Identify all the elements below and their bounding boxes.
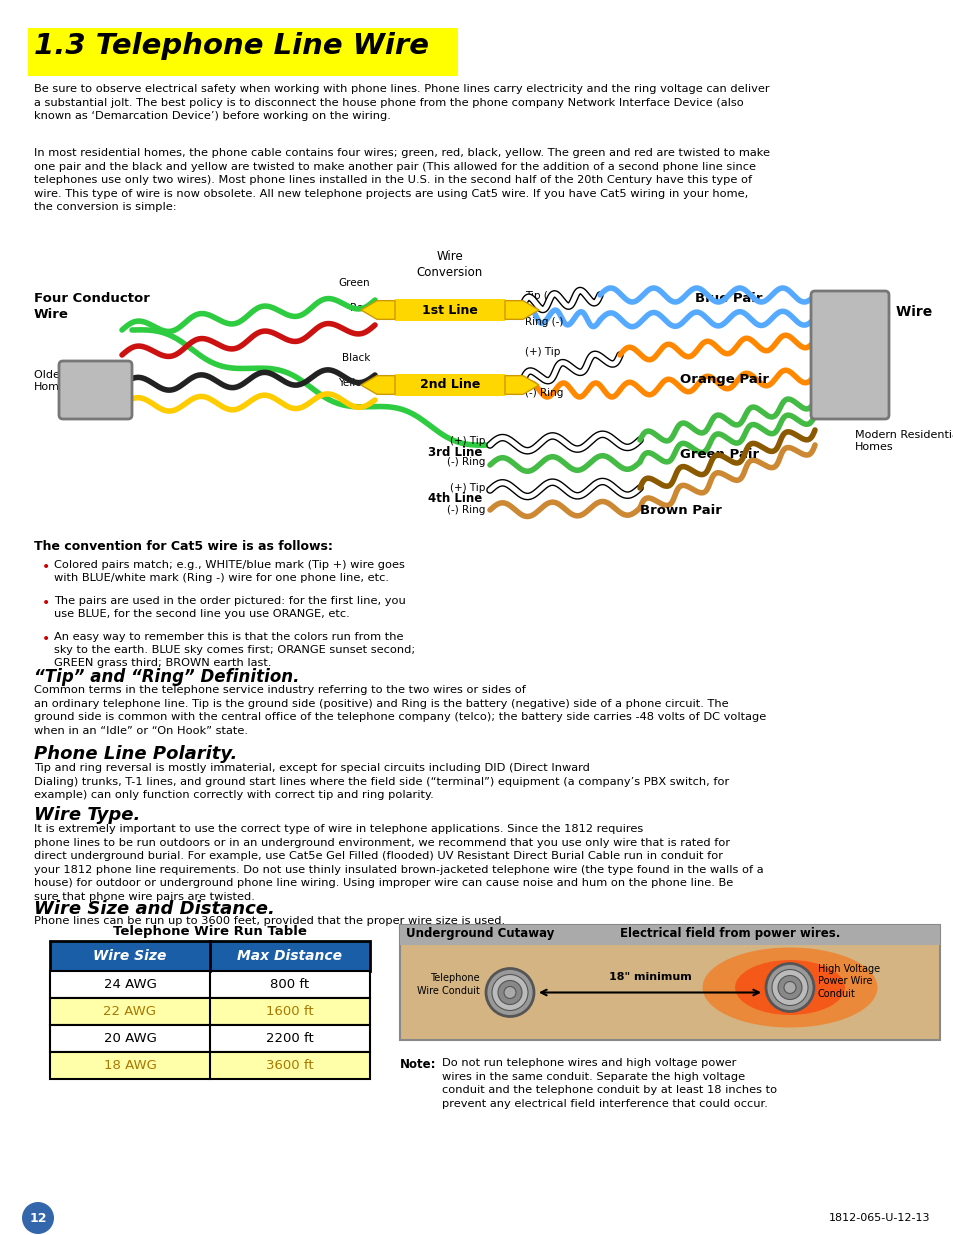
FancyArrow shape <box>504 375 538 394</box>
FancyArrow shape <box>360 300 395 320</box>
Text: Wire Type.: Wire Type. <box>34 806 140 824</box>
Bar <box>399 925 939 1040</box>
Text: Do not run telephone wires and high voltage power
wires in the same conduit. Sep: Do not run telephone wires and high volt… <box>441 1058 777 1109</box>
Text: Phone Line Polarity.: Phone Line Polarity. <box>34 745 237 763</box>
Text: •: • <box>42 632 51 646</box>
Text: Underground Cutaway: Underground Cutaway <box>406 927 554 940</box>
Ellipse shape <box>734 960 844 1015</box>
Bar <box>399 925 939 945</box>
Text: 3600 ft: 3600 ft <box>266 1058 314 1072</box>
Text: Wire Size and Distance.: Wire Size and Distance. <box>34 900 274 918</box>
Text: Colored pairs match; e.g., WHITE/blue mark (Tip +) wire goes
with BLUE/white mar: Colored pairs match; e.g., WHITE/blue ma… <box>54 559 404 583</box>
Text: 1600 ft: 1600 ft <box>266 1005 314 1018</box>
Text: Orange Pair: Orange Pair <box>679 373 768 387</box>
Bar <box>395 374 504 396</box>
Text: 18" minimum: 18" minimum <box>608 972 691 983</box>
Bar <box>50 971 370 998</box>
Text: Tip and ring reversal is mostly immaterial, except for special circuits includin: Tip and ring reversal is mostly immateri… <box>34 763 728 800</box>
Circle shape <box>503 987 516 999</box>
Text: Four Conductor
Wire: Four Conductor Wire <box>34 291 150 321</box>
Text: Brown Pair: Brown Pair <box>639 504 721 516</box>
Text: Phone lines can be run up to 3600 feet, provided that the proper wire size is us: Phone lines can be run up to 3600 feet, … <box>34 916 504 926</box>
Text: It is extremely important to use the correct type of wire in telephone applicati: It is extremely important to use the cor… <box>34 824 762 902</box>
Text: Max Distance: Max Distance <box>237 948 342 963</box>
Text: 18 AWG: 18 AWG <box>104 1058 156 1072</box>
Text: Cat5 Wire: Cat5 Wire <box>854 305 931 319</box>
Bar <box>28 28 457 77</box>
Text: (-) Ring: (-) Ring <box>524 388 563 398</box>
Circle shape <box>778 976 801 999</box>
Text: Wire
Conversion: Wire Conversion <box>416 249 482 279</box>
Text: (+) Tip: (+) Tip <box>524 347 559 357</box>
Text: (-) Ring: (-) Ring <box>446 505 484 515</box>
Circle shape <box>492 974 527 1010</box>
Text: 20 AWG: 20 AWG <box>104 1032 156 1045</box>
Text: 3rd Line: 3rd Line <box>427 446 481 458</box>
Text: In most residential homes, the phone cable contains four wires; green, red, blac: In most residential homes, the phone cab… <box>34 148 769 212</box>
Circle shape <box>783 982 795 993</box>
Text: 1st Line: 1st Line <box>421 304 477 316</box>
FancyArrow shape <box>360 375 395 394</box>
Text: Ring (-): Ring (-) <box>524 317 563 327</box>
Bar <box>50 1025 370 1052</box>
Ellipse shape <box>701 947 877 1028</box>
Text: •: • <box>42 597 51 610</box>
Text: Green Pair: Green Pair <box>679 448 759 462</box>
Text: Blue Pair: Blue Pair <box>695 291 761 305</box>
Text: (-) Ring: (-) Ring <box>446 457 484 467</box>
Text: “Tip” and “Ring” Definition.: “Tip” and “Ring” Definition. <box>34 668 299 685</box>
Bar <box>50 941 370 971</box>
Text: (+) Tip: (+) Tip <box>449 436 484 446</box>
FancyBboxPatch shape <box>810 291 888 419</box>
Bar <box>50 998 370 1025</box>
Circle shape <box>765 963 813 1011</box>
Circle shape <box>497 981 521 1004</box>
Circle shape <box>771 969 807 1005</box>
Text: (+) Tip: (+) Tip <box>449 483 484 493</box>
Text: Be sure to observe electrical safety when working with phone lines. Phone lines : Be sure to observe electrical safety whe… <box>34 84 769 121</box>
Text: Modern Residential
Homes: Modern Residential Homes <box>854 430 953 452</box>
FancyArrow shape <box>504 300 538 320</box>
Text: 2nd Line: 2nd Line <box>419 378 479 391</box>
Text: Green: Green <box>338 278 370 288</box>
Text: 800 ft: 800 ft <box>270 978 309 990</box>
Text: The pairs are used in the order pictured: for the first line, you
use BLUE, for : The pairs are used in the order pictured… <box>54 597 405 619</box>
Bar <box>50 1052 370 1079</box>
Text: 24 AWG: 24 AWG <box>104 978 156 990</box>
FancyBboxPatch shape <box>59 361 132 419</box>
Text: Telephone
Wire Conduit: Telephone Wire Conduit <box>416 973 479 995</box>
Circle shape <box>22 1202 54 1234</box>
Text: Older Residential
Homes: Older Residential Homes <box>34 370 130 393</box>
Text: 22 AWG: 22 AWG <box>103 1005 156 1018</box>
Text: Electrical field from power wires.: Electrical field from power wires. <box>619 927 840 940</box>
Text: An easy way to remember this is that the colors run from the
sky to the earth. B: An easy way to remember this is that the… <box>54 632 415 668</box>
Text: Wire Size: Wire Size <box>93 948 167 963</box>
Text: •: • <box>42 559 51 574</box>
Text: Common terms in the telephone service industry referring to the two wires or sid: Common terms in the telephone service in… <box>34 685 765 736</box>
Circle shape <box>485 968 534 1016</box>
Text: 1.3 Telephone Line Wire: 1.3 Telephone Line Wire <box>34 32 429 61</box>
Text: High Voltage
Power Wire
Conduit: High Voltage Power Wire Conduit <box>817 965 880 999</box>
Text: Red: Red <box>350 303 370 312</box>
Text: 4th Line: 4th Line <box>427 492 481 505</box>
Text: Yellow: Yellow <box>337 378 370 388</box>
Text: Tip (+): Tip (+) <box>524 291 559 301</box>
Text: The convention for Cat5 wire is as follows:: The convention for Cat5 wire is as follo… <box>34 540 333 553</box>
Text: 1812-065-U-12-13: 1812-065-U-12-13 <box>827 1213 929 1223</box>
Text: 12: 12 <box>30 1212 47 1224</box>
Text: Telephone Wire Run Table: Telephone Wire Run Table <box>113 925 307 939</box>
Text: Black: Black <box>341 353 370 363</box>
Bar <box>395 299 504 321</box>
Text: 2200 ft: 2200 ft <box>266 1032 314 1045</box>
Text: Note:: Note: <box>399 1058 436 1071</box>
